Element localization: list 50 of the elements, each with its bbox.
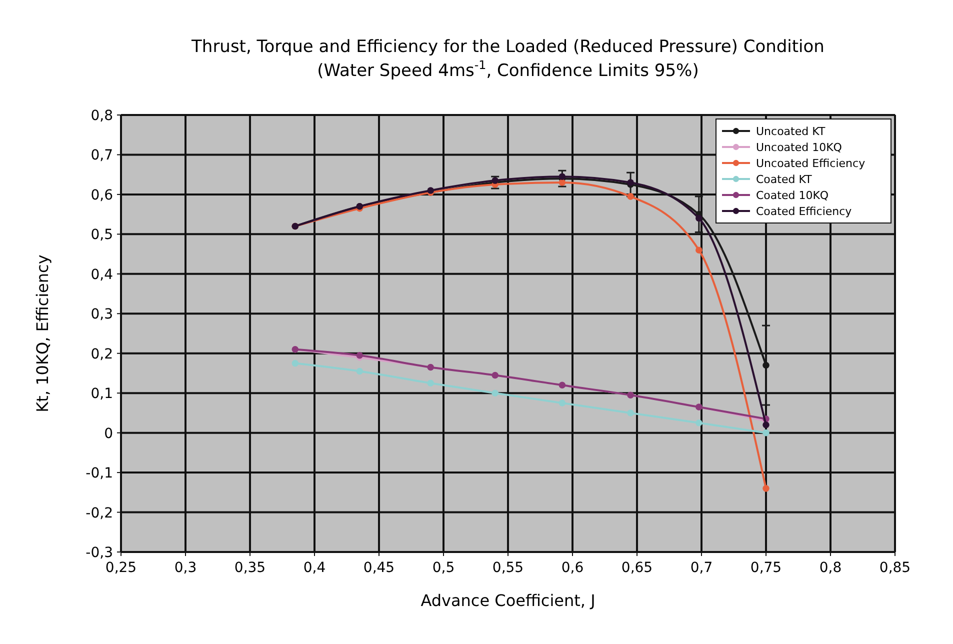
y-tick-label: 0,1 xyxy=(90,386,113,402)
legend-label: Uncoated KT xyxy=(756,125,826,138)
point xyxy=(696,420,702,426)
legend-label: Coated 10KQ xyxy=(756,189,829,202)
point xyxy=(696,214,702,222)
y-tick-label: 0,8 xyxy=(90,108,113,124)
point xyxy=(356,368,364,375)
point xyxy=(558,179,566,186)
y-tick-label: 0,7 xyxy=(90,148,113,164)
y-tick-label: -0,2 xyxy=(86,505,113,522)
y-tick-label: -0,1 xyxy=(86,466,113,482)
point xyxy=(492,390,498,396)
y-tick-label: 0,5 xyxy=(90,227,113,244)
chart-subtitle: (Water Speed 4ms$^{-1}$, Confidence Limits 95%) xyxy=(317,58,699,81)
x-tick-label: 0,4 xyxy=(303,560,326,576)
x-tick-label: 0,45 xyxy=(363,560,395,576)
x-tick-label: 0,35 xyxy=(234,560,266,576)
x-tick-label: 0,75 xyxy=(750,560,782,576)
point xyxy=(627,193,634,200)
chart-title: Thrust, Torque and Efficiency for the Loaded (Reduced Pressure) Condition xyxy=(190,37,824,57)
x-tick-label: 0,5 xyxy=(432,560,455,576)
x-tick-label: 0,3 xyxy=(174,560,197,576)
y-tick-label: 0,4 xyxy=(90,266,114,283)
y-tick-label: 0,6 xyxy=(90,187,114,204)
y-tick-label: 0,3 xyxy=(90,306,113,323)
point xyxy=(762,485,770,492)
point xyxy=(292,360,299,367)
point xyxy=(558,400,566,406)
legend-label: Coated Efficiency xyxy=(756,205,852,218)
x-tick-label: 0,85 xyxy=(879,560,911,576)
x-tick-label: 0,25 xyxy=(105,560,137,576)
point xyxy=(762,421,770,428)
point xyxy=(696,246,702,254)
point xyxy=(762,362,770,369)
point xyxy=(427,380,434,387)
y-axis-title: Kt, 10KQ, Efficiency xyxy=(33,254,52,412)
x-tick-label: 0,8 xyxy=(819,560,842,576)
point xyxy=(762,429,770,436)
x-tick-label: 0,65 xyxy=(621,560,653,576)
x-tick-label: 0,6 xyxy=(561,560,584,576)
y-tick-label: 0,2 xyxy=(90,346,113,362)
x-tick-label: 0,55 xyxy=(492,560,524,576)
legend-label: Uncoated Efficiency xyxy=(756,157,866,170)
point xyxy=(627,410,634,416)
legend-label: Coated KT xyxy=(756,173,812,186)
x-tick-label: 0,7 xyxy=(690,560,713,576)
y-tick-label: -0,3 xyxy=(86,545,113,561)
x-axis-title: Advance Coefficient, J xyxy=(420,591,596,610)
y-tick-label: 0 xyxy=(104,426,113,442)
legend-label: Uncoated 10KQ xyxy=(756,141,842,154)
